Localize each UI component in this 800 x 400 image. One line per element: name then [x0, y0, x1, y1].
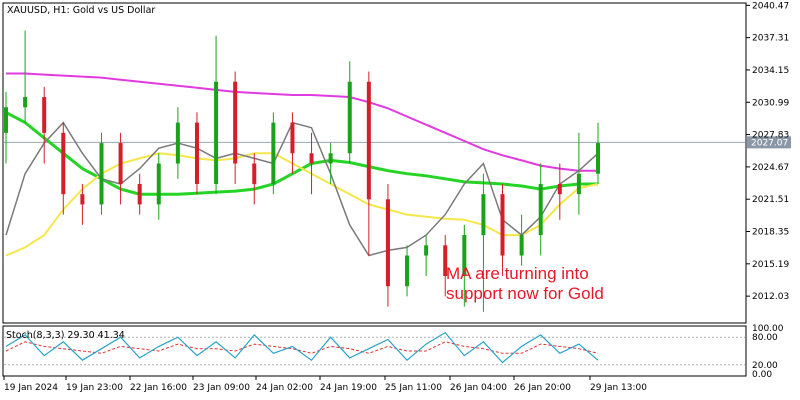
- candle-body: [4, 107, 8, 133]
- stoch-tick-label: 0.00: [752, 370, 772, 380]
- candle-body: [366, 81, 371, 200]
- x-tick-label: 26 Jan 20:00: [514, 383, 571, 393]
- x-tick-label: 19 Jan 2024: [4, 383, 58, 393]
- candle-body: [519, 235, 524, 256]
- candle-body: [443, 245, 448, 276]
- y-tick-label: 2021.51: [752, 195, 789, 205]
- candle-body: [538, 183, 543, 236]
- candle-body: [347, 81, 352, 154]
- chart-title: XAUUSD, H1: Gold vs US Dollar: [7, 5, 155, 16]
- annotation-line-1: MA are turning into: [446, 264, 589, 283]
- candle-body: [271, 122, 276, 184]
- candle-body: [99, 143, 104, 205]
- y-tick-label: 2030.99: [752, 98, 789, 108]
- x-tick-label: 24 Jan 19:00: [320, 383, 377, 393]
- current-price-tag: [747, 136, 791, 149]
- x-tick-label: 22 Jan 16:00: [130, 383, 187, 393]
- candle-body: [481, 194, 486, 236]
- y-tick-label: 2024.67: [752, 163, 789, 173]
- stoch-k-line: [5, 331, 599, 364]
- candle-body: [156, 163, 161, 205]
- candle-body: [42, 97, 47, 133]
- y-tick-label: 2037.31: [752, 34, 789, 44]
- candle-body: [500, 194, 505, 256]
- y-tick-label: 2040.47: [752, 1, 789, 11]
- x-tick-label: 24 Jan 02:00: [256, 383, 313, 393]
- candle-body: [194, 122, 199, 184]
- candle-body: [175, 122, 180, 164]
- candle-body: [290, 122, 295, 154]
- candle-body: [462, 235, 467, 276]
- stochastic-label: Stoch(8,3,3) 29.30 41.34: [6, 330, 125, 341]
- candle-body: [557, 183, 562, 195]
- stoch-tick-label: 100.00: [752, 324, 784, 334]
- main-plot-area[interactable]: [2, 2, 747, 324]
- candle-body: [233, 81, 238, 164]
- x-tick-label: 26 Jan 04:00: [450, 383, 507, 393]
- candle-body: [385, 199, 390, 287]
- x-tick-label: 29 Jan 13:00: [590, 383, 647, 393]
- y-tick-label: 2034.15: [752, 66, 789, 76]
- stoch-tick-label: 20.00: [752, 361, 778, 371]
- candle-body: [61, 132, 66, 195]
- stochastic-plot-area[interactable]: [2, 325, 747, 377]
- stoch-d-line: [5, 341, 599, 354]
- candle-body: [405, 255, 410, 287]
- moving-average-line: [6, 72, 598, 172]
- x-tick-label: 25 Jan 11:00: [385, 383, 442, 393]
- candle-body: [596, 143, 600, 174]
- stoch-tick-label: 80.00: [752, 333, 778, 343]
- candle-body: [424, 245, 429, 256]
- candle-body: [214, 81, 219, 184]
- candle-body: [309, 153, 314, 164]
- candle-body: [576, 173, 581, 195]
- current-price-label: 2027.07: [751, 138, 788, 148]
- candle-body: [252, 163, 257, 184]
- y-tick-label: 2018.35: [752, 228, 789, 238]
- candle-body: [328, 153, 333, 164]
- candle-body: [23, 97, 28, 108]
- moving-average-line: [5, 121, 599, 257]
- x-tick-label: 19 Jan 23:00: [66, 383, 123, 393]
- annotation-line-2: support now for Gold: [446, 284, 604, 303]
- moving-average-line: [5, 152, 599, 257]
- candle-body: [118, 143, 123, 184]
- candle-body: [137, 183, 142, 205]
- y-tick-label: 2012.03: [752, 292, 789, 302]
- candle-body: [80, 194, 85, 205]
- y-tick-label: 2015.19: [752, 260, 789, 270]
- y-tick-label: 2027.83: [752, 131, 789, 141]
- x-tick-label: 23 Jan 09:00: [193, 383, 250, 393]
